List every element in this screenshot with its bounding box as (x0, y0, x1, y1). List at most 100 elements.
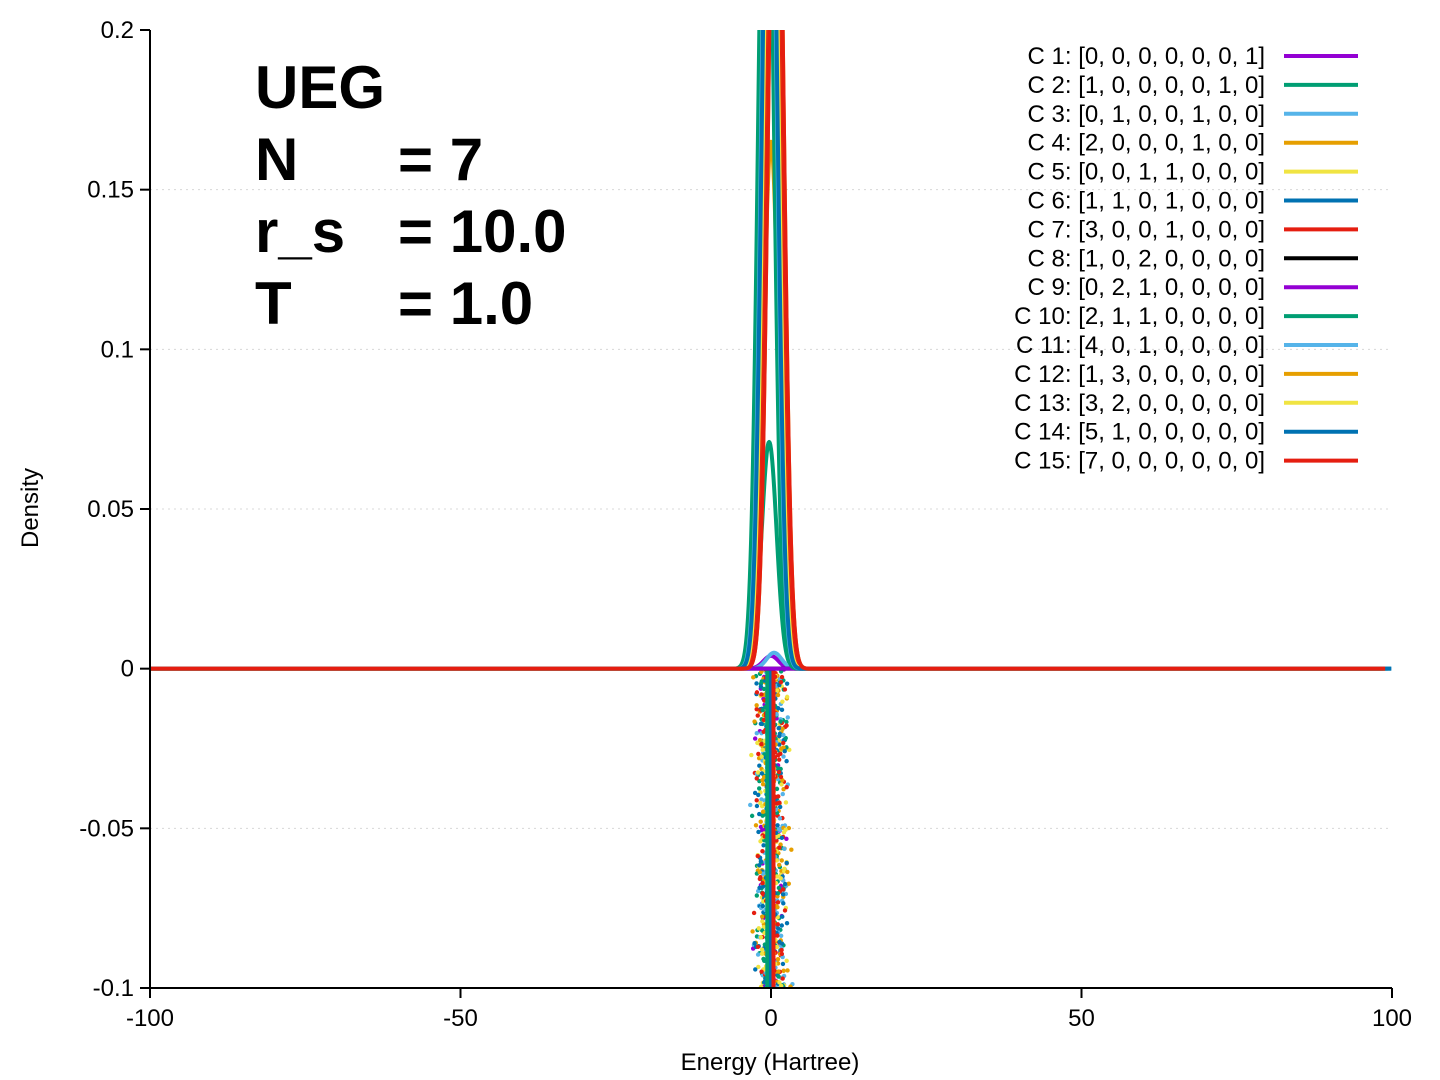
legend-entry-label: C 14: [5, 1, 0, 0, 0, 0, 0] (1014, 419, 1265, 446)
sample-point (761, 774, 767, 780)
legend-entry-label: C 1: [0, 0, 0, 0, 0, 0, 1] (1028, 43, 1265, 70)
sample-point (759, 951, 765, 956)
sample-point (776, 862, 782, 868)
sample-point (776, 794, 781, 799)
sample-point (775, 905, 780, 910)
legend-entry-label: C 9: [0, 2, 1, 0, 0, 0, 0] (1028, 274, 1265, 301)
density-curves (150, 30, 1392, 671)
legend-entry-label: C 4: [2, 0, 0, 0, 1, 0, 0] (1028, 130, 1265, 157)
sample-point (761, 686, 767, 692)
sample-point (786, 881, 791, 886)
sample-point (782, 749, 787, 754)
sample-point (757, 737, 763, 743)
legend-entry-label: C 15: [7, 0, 0, 0, 0, 0, 0] (1014, 448, 1265, 475)
sample-point (760, 849, 765, 854)
y-tick-label: -0.05 (79, 815, 134, 842)
y-axis-title: Density (17, 468, 44, 548)
sample-point (759, 947, 765, 952)
sample-point (777, 816, 783, 821)
sample-point (784, 694, 790, 700)
sample-point (760, 903, 766, 909)
sample-point (776, 974, 781, 979)
sample-point (752, 940, 757, 946)
sample-point (779, 835, 785, 840)
sample-point (776, 769, 782, 775)
sample-point (784, 920, 790, 926)
legend-entry-label: C 13: [3, 2, 0, 0, 0, 0, 0] (1014, 390, 1265, 417)
x-tick-label: 0 (764, 1005, 777, 1032)
sample-point (783, 827, 788, 833)
sample-point (756, 786, 762, 791)
sample-point (778, 680, 784, 685)
sample-point (780, 699, 785, 704)
sample-point (777, 800, 782, 805)
legend-entry-label: C 6: [1, 1, 0, 1, 0, 0, 0] (1028, 188, 1265, 215)
sample-point (781, 732, 786, 738)
sample-point (777, 804, 783, 810)
sample-point (777, 939, 782, 945)
sample-point (760, 747, 765, 752)
sample-point (761, 843, 766, 848)
sample-point (779, 947, 784, 953)
sample-point (754, 730, 759, 736)
sample-point (755, 713, 760, 718)
sample-point (760, 871, 766, 876)
sample-point (777, 845, 782, 850)
annotation-value: = 7 (398, 126, 483, 193)
sample-point (761, 812, 766, 818)
sample-point (756, 792, 761, 798)
sample-point (761, 884, 766, 889)
sample-point (781, 754, 786, 759)
sample-point (777, 980, 782, 985)
sample-point (780, 914, 785, 919)
sample-point (780, 791, 785, 797)
sample-point (776, 726, 781, 731)
sample-point (759, 771, 765, 776)
sample-point (784, 723, 789, 728)
sample-point (775, 922, 781, 927)
sample-point (757, 876, 763, 882)
sample-point (758, 684, 764, 689)
sample-point (775, 956, 781, 962)
sample-point (779, 951, 785, 957)
sample-point (757, 885, 762, 891)
sample-point (778, 876, 783, 881)
sample-point (778, 719, 783, 724)
sample-point (783, 735, 788, 741)
annotation-label: T (255, 270, 292, 337)
sample-point (758, 819, 763, 824)
legend-entry-label: C 12: [1, 3, 0, 0, 0, 0, 0] (1014, 361, 1265, 388)
sample-point (780, 892, 786, 897)
sample-point (787, 747, 792, 753)
annotation-value: = 1.0 (398, 270, 533, 337)
sample-point (778, 774, 784, 780)
sample-point (760, 914, 765, 919)
sample-point (779, 674, 785, 680)
sample-point (760, 809, 766, 814)
sample-point (756, 926, 761, 931)
sample-point (784, 958, 789, 964)
y-tick-label: 0.1 (101, 336, 134, 363)
sample-point (752, 736, 758, 741)
sample-point (784, 836, 789, 842)
legend-entry-label: C 7: [3, 0, 0, 1, 0, 0, 0] (1028, 216, 1265, 243)
sample-point (756, 829, 761, 835)
sample-point (758, 800, 763, 806)
y-tick-label: 0 (121, 656, 134, 683)
sample-points (748, 667, 795, 988)
sample-point (761, 717, 767, 723)
sample-point (776, 752, 781, 758)
sample-point (783, 800, 789, 805)
sample-point (754, 798, 759, 803)
sample-point (759, 804, 765, 809)
sample-point (778, 933, 784, 938)
sample-point (784, 758, 789, 764)
sample-point (780, 887, 786, 892)
sample-point (759, 969, 764, 974)
sample-point (775, 823, 780, 828)
y-tick-label: -0.1 (93, 975, 134, 1002)
sample-point (776, 706, 781, 711)
sample-point (774, 858, 780, 863)
